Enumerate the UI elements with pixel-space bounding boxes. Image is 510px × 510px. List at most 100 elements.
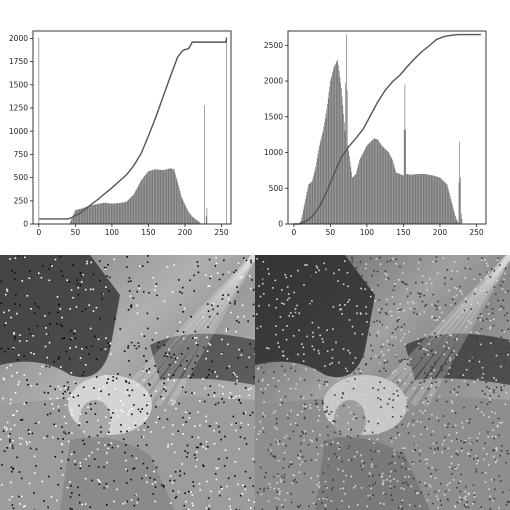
cumulative-line	[38, 37, 228, 220]
histogram-bar	[168, 168, 170, 224]
histogram-bar	[148, 170, 150, 224]
histogram-bar	[403, 175, 404, 224]
histogram-bar	[455, 215, 456, 224]
histogram-bar	[310, 182, 311, 224]
histogram-bar	[76, 209, 78, 224]
histogram-bar	[438, 177, 439, 224]
histogram-bar	[418, 173, 420, 224]
y-tick-label: 500	[269, 184, 284, 193]
histogram-chart-original: 0 50 100 150 200 250 0 250 500 750 1000 1250 1500 175…	[0, 0, 255, 255]
histogram-bar	[307, 188, 309, 224]
histogram-bar	[406, 174, 408, 224]
y-tick-label: 1750	[9, 57, 28, 66]
histogram-bar	[435, 176, 436, 224]
histogram-bar	[419, 173, 420, 224]
histogram-bar	[416, 174, 417, 224]
histogram-bar	[84, 207, 86, 224]
light-beam	[422, 255, 510, 407]
histogram-bar	[96, 204, 98, 224]
equalized-grayscale-photo	[255, 255, 510, 510]
histogram-bar	[379, 143, 381, 224]
histogram-bar	[159, 169, 161, 224]
histogram-bar	[457, 222, 459, 224]
histogram-bar	[155, 169, 157, 224]
histogram-bar	[410, 174, 412, 224]
histogram-bar	[133, 194, 135, 224]
noise-speckles	[255, 255, 510, 510]
histogram-bar	[379, 141, 380, 224]
histogram-bar	[144, 175, 146, 224]
histogram-bar	[446, 184, 448, 224]
histogram-bar	[88, 206, 89, 224]
histogram-bar	[381, 145, 382, 224]
histogram-bar	[139, 183, 140, 224]
histogram-bar	[173, 169, 175, 224]
histogram-bar	[460, 177, 461, 224]
histogram-bar	[93, 204, 94, 224]
x-tick-label: 0	[291, 228, 296, 237]
histogram-bar	[127, 200, 129, 224]
histogram-bar	[160, 169, 162, 224]
histogram-bar	[436, 176, 437, 224]
histogram-bar	[322, 133, 323, 224]
histogram-bar	[397, 173, 398, 224]
histogram-bar	[423, 173, 425, 224]
histogram-bar	[128, 199, 130, 224]
histogram-bar	[126, 201, 127, 224]
light-beam	[107, 255, 255, 408]
histogram-bar	[332, 69, 334, 224]
histogram-bar	[426, 174, 428, 224]
tree-foliage	[255, 255, 375, 378]
histogram-bar	[186, 208, 188, 224]
histogram-bar	[381, 146, 383, 224]
histogram-bar	[130, 197, 132, 224]
histogram-bar	[113, 203, 115, 224]
histogram-bar	[226, 37, 227, 224]
histogram-bar	[354, 174, 356, 224]
histogram-bar	[148, 171, 149, 224]
x-tick-label: 150	[396, 228, 411, 237]
histogram-bar	[204, 105, 206, 224]
histogram-bar	[343, 113, 344, 224]
histogram-bar	[367, 144, 368, 224]
histogram-bar	[401, 174, 403, 224]
histogram-bar	[97, 203, 99, 224]
histogram-bar	[422, 173, 424, 224]
histogram-bar	[395, 169, 396, 224]
histogram-bar	[389, 153, 390, 224]
histogram-bar	[301, 216, 303, 224]
histogram-bar	[411, 174, 413, 224]
photo-svg-noisy	[0, 255, 255, 510]
histogram-bar	[338, 65, 339, 224]
histogram-bar	[308, 183, 310, 224]
histogram-bar	[194, 218, 196, 224]
histogram-bar	[427, 174, 429, 224]
histogram-bar	[318, 149, 319, 224]
histogram-bar	[429, 174, 431, 224]
histogram-bar	[302, 213, 303, 224]
histogram-bar	[455, 218, 457, 224]
cumulative-line	[293, 33, 481, 225]
histogram-bar	[449, 193, 450, 224]
light-beam	[362, 255, 510, 408]
histogram-bar	[362, 152, 364, 224]
histogram-bar	[378, 140, 379, 224]
histogram-chart-equalized: 0 50 100 150 200 250 0 500 1000 1500 2000 2500	[255, 0, 510, 255]
histogram-bar	[437, 176, 439, 224]
y-tick-label: 0	[278, 220, 283, 229]
hedge-background	[150, 333, 255, 385]
histogram-bar	[430, 175, 432, 224]
histogram-bar	[443, 181, 444, 224]
y-tick-label: 2000	[9, 34, 28, 43]
histogram-bar	[191, 216, 193, 224]
histogram-bar	[124, 202, 126, 224]
histogram-bar	[75, 210, 76, 224]
histogram-bar	[375, 138, 376, 224]
histogram-bar	[157, 169, 159, 224]
histogram-bar	[132, 195, 133, 224]
histogram-bar	[313, 175, 314, 224]
histogram-bar	[140, 181, 141, 224]
histogram-bar	[376, 139, 377, 224]
histogram-bar	[181, 197, 183, 224]
histogram-bar	[156, 169, 157, 224]
